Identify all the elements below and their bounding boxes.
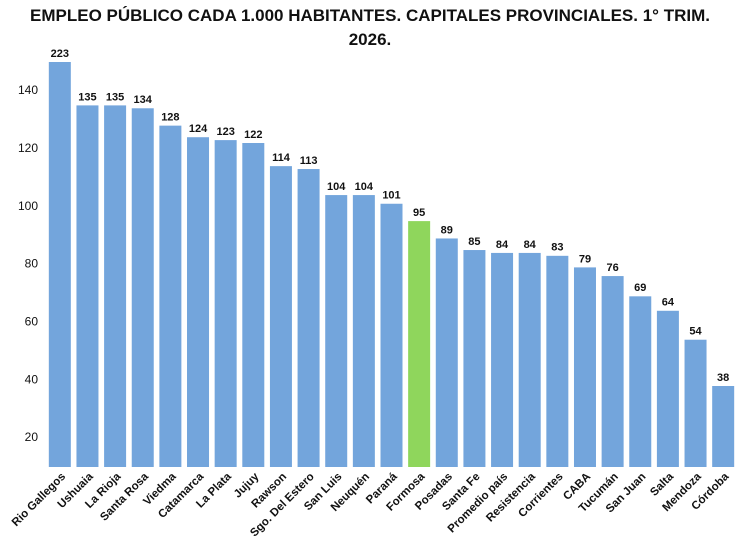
data-label: 123	[216, 126, 234, 138]
bar	[159, 125, 182, 467]
y-tick-label: 120	[18, 141, 38, 155]
bar	[684, 339, 707, 467]
data-label: 124	[189, 123, 208, 135]
bar	[408, 221, 431, 467]
data-label: 76	[606, 262, 618, 274]
bar	[463, 250, 486, 467]
data-label: 135	[78, 91, 96, 103]
data-label: 113	[300, 155, 318, 167]
data-label: 101	[382, 190, 400, 202]
data-label: 54	[689, 326, 702, 338]
chart-title: EMPLEO PÚBLICO CADA 1.000 HABITANTES. CA…	[30, 6, 710, 49]
bar	[601, 276, 624, 467]
data-label: 128	[161, 112, 179, 124]
bar	[573, 267, 596, 467]
bar	[380, 203, 403, 467]
data-label: 84	[524, 239, 537, 251]
y-tick-label: 20	[25, 430, 39, 444]
data-label: 85	[468, 236, 480, 248]
bar	[214, 140, 237, 467]
bar	[629, 296, 652, 467]
y-tick-label: 100	[18, 199, 38, 213]
bar	[269, 166, 292, 467]
bar	[325, 195, 348, 467]
data-label: 122	[244, 129, 262, 141]
data-label: 104	[355, 181, 374, 193]
bar	[656, 310, 679, 467]
y-tick-label: 80	[25, 257, 39, 271]
bar	[131, 108, 154, 467]
bar	[187, 137, 210, 467]
bar	[435, 238, 458, 467]
bar	[712, 386, 735, 467]
data-label: 95	[413, 207, 425, 219]
data-label: 104	[327, 181, 346, 193]
bar	[518, 252, 541, 467]
data-label: 89	[441, 224, 453, 236]
data-label: 223	[51, 48, 69, 60]
data-label: 79	[579, 253, 591, 265]
data-label: 134	[134, 94, 153, 106]
bar	[297, 169, 320, 467]
bar	[546, 255, 569, 467]
bar	[491, 252, 514, 467]
data-label: 69	[634, 282, 646, 294]
bar	[48, 62, 71, 467]
y-tick-label: 140	[18, 83, 38, 97]
data-label: 83	[551, 242, 563, 254]
y-tick-label: 40	[25, 372, 39, 386]
bar	[76, 105, 99, 467]
plot-area	[48, 62, 735, 467]
data-label: 84	[496, 239, 509, 251]
data-label: 114	[272, 152, 291, 164]
bar	[242, 143, 265, 467]
data-label: 38	[717, 372, 729, 384]
bar	[104, 105, 127, 467]
y-tick-label: 60	[25, 315, 39, 329]
data-label: 64	[662, 297, 675, 309]
data-label: 135	[106, 91, 124, 103]
bar	[352, 195, 375, 467]
